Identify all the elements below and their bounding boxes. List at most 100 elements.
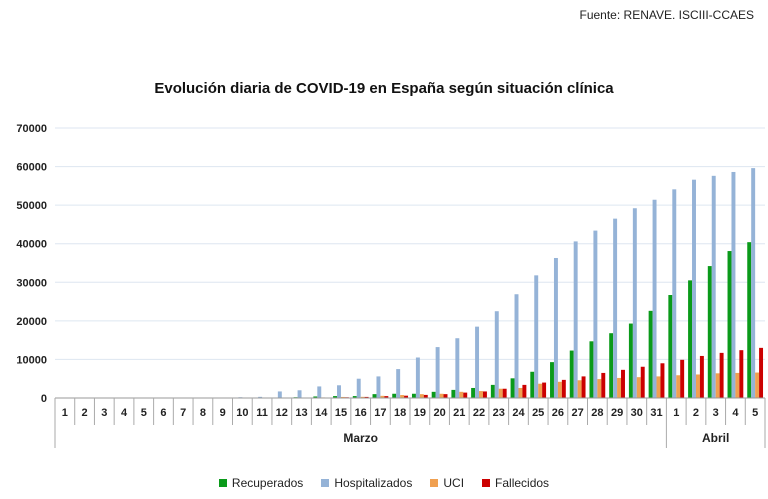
bar-uci <box>340 396 345 398</box>
legend-label: Hospitalizados <box>334 476 413 490</box>
x-tick-label: 4 <box>732 407 739 419</box>
y-tick-label: 50000 <box>16 200 47 212</box>
bar-hospitalizados <box>692 179 696 398</box>
legend-swatch <box>321 479 330 487</box>
bar-recuperados <box>431 391 436 398</box>
month-label: Abril <box>702 431 729 445</box>
x-tick-label: 18 <box>394 407 406 419</box>
bar-hospitalizados <box>415 357 420 398</box>
legend-label: Fallecidos <box>495 476 550 490</box>
legend-item: UCI <box>430 476 464 490</box>
x-tick-label: 5 <box>141 407 147 419</box>
bar-uci <box>676 375 681 398</box>
bar-recuperados <box>372 394 377 398</box>
bar-hospitalizados <box>297 390 302 398</box>
bar-uci <box>400 395 405 398</box>
bar-hospitalizados <box>435 347 440 398</box>
bar-recuperados <box>550 362 554 398</box>
bar-hospitalizados <box>731 171 736 398</box>
x-tick-label: 13 <box>295 407 307 419</box>
bar-recuperados <box>589 341 594 398</box>
chart-title: Evolución diaria de COVID-19 en España s… <box>154 80 614 97</box>
bar-hospitalizados <box>573 241 578 398</box>
bar-hospitalizados <box>534 275 539 398</box>
bar-recuperados <box>530 371 535 398</box>
bar-recuperados <box>411 393 416 398</box>
bar-hospitalizados <box>711 175 716 398</box>
source-note: Fuente: RENAVE. ISCIII-CCAES <box>579 8 755 22</box>
bar-recuperados <box>333 396 338 398</box>
legend-swatch <box>430 479 439 487</box>
bar-recuperados <box>609 333 614 398</box>
y-tick-label: 70000 <box>16 123 47 135</box>
bar-fallecidos <box>443 394 448 398</box>
bar-fallecidos <box>482 391 487 398</box>
bar-uci <box>557 381 562 398</box>
bar-hospitalizados <box>396 369 401 398</box>
x-tick-label: 23 <box>493 407 505 419</box>
x-tick-label: 22 <box>473 407 485 419</box>
bar-recuperados <box>707 266 712 398</box>
bar-recuperados <box>569 350 574 398</box>
bar-recuperados <box>451 389 456 398</box>
x-tick-label: 25 <box>532 407 544 419</box>
bar-hospitalizados <box>277 391 282 398</box>
bar-uci <box>439 393 444 398</box>
y-tick-label: 0 <box>41 393 47 405</box>
bar-hospitalizados <box>455 338 460 398</box>
bar-fallecidos <box>542 382 547 398</box>
bar-hospitalizados <box>652 199 657 398</box>
y-tick-label: 40000 <box>16 239 47 251</box>
bar-fallecidos <box>739 350 744 398</box>
bar-fallecidos <box>522 384 527 398</box>
bar-fallecidos <box>463 392 468 398</box>
bar-fallecidos <box>404 395 409 398</box>
x-tick-label: 14 <box>315 407 328 419</box>
x-tick-label: 27 <box>572 407 584 419</box>
x-tick-label: 24 <box>512 407 525 419</box>
legend-item: Hospitalizados <box>321 476 412 490</box>
x-tick-label: 1 <box>673 407 679 419</box>
bar-uci <box>577 380 582 398</box>
bar-fallecidos <box>660 363 665 398</box>
bar-hospitalizados <box>672 189 677 398</box>
bar-uci <box>479 391 483 398</box>
bar-fallecidos <box>621 369 625 398</box>
bar-fallecidos <box>759 347 764 398</box>
y-tick-label: 10000 <box>16 354 47 366</box>
bar-hospitalizados <box>751 168 756 398</box>
bar-hospitalizados <box>376 376 381 398</box>
y-tick-label: 20000 <box>16 316 47 328</box>
legend-item: Fallecidos <box>482 476 549 490</box>
bar-fallecidos <box>384 396 389 398</box>
bar-uci <box>380 395 385 398</box>
bar-recuperados <box>490 384 495 398</box>
y-tick-label: 60000 <box>16 162 47 174</box>
bar-hospitalizados <box>258 396 263 398</box>
x-tick-label: 31 <box>650 407 662 419</box>
bar-uci <box>656 376 661 398</box>
bar-uci <box>538 383 543 398</box>
bar-fallecidos <box>423 394 428 398</box>
bar-uci <box>459 391 464 398</box>
bar-fallecidos <box>601 372 606 398</box>
bar-fallecidos <box>364 396 369 398</box>
bar-fallecidos <box>502 388 507 398</box>
x-tick-label: 15 <box>335 407 347 419</box>
legend-item: Recuperados <box>218 476 303 490</box>
x-tick-label: 3 <box>713 407 719 419</box>
bar-recuperados <box>648 310 653 398</box>
bar-uci <box>695 374 700 398</box>
x-tick-label: 11 <box>256 407 268 419</box>
bar-fallecidos <box>680 359 685 398</box>
bar-recuperados <box>688 280 693 398</box>
bar-recuperados <box>392 393 397 398</box>
bar-hospitalizados <box>317 386 322 398</box>
legend-label: UCI <box>443 476 465 490</box>
bar-hospitalizados <box>475 326 480 398</box>
legend-swatch <box>218 479 227 487</box>
bar-uci <box>518 387 523 398</box>
bar-hospitalizados <box>514 294 519 398</box>
bar-recuperados <box>727 251 732 398</box>
x-tick-label: 17 <box>374 407 386 419</box>
